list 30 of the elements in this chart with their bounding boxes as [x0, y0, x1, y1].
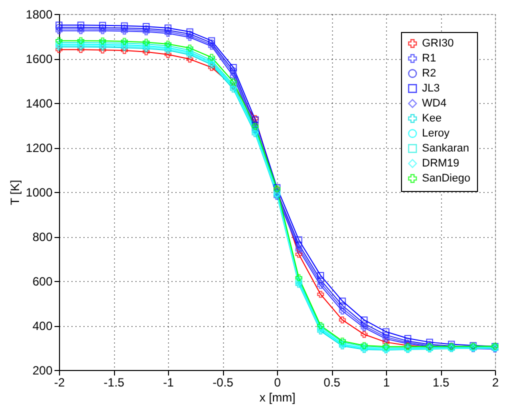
y-tick-label: 800: [32, 230, 53, 244]
y-tick-label: 1600: [26, 52, 53, 66]
legend-label: Kee: [422, 112, 442, 124]
y-tick-label: 1000: [26, 186, 53, 200]
legend-label: Leroy: [422, 128, 450, 140]
x-tick-label: 1.5: [432, 376, 450, 390]
y-tick-label: 600: [32, 274, 53, 288]
legend-label: Sankaran: [422, 142, 470, 154]
legend-label: R1: [422, 52, 436, 64]
x-tick-label: 2: [492, 376, 500, 390]
legend-label: R2: [422, 68, 436, 80]
x-tick-label: 0: [274, 376, 282, 390]
y-axis-title: T [K]: [8, 180, 22, 206]
x-tick-label: 1: [383, 376, 390, 390]
legend-label: SanDiego: [422, 172, 470, 184]
y-tick-label: 1400: [26, 96, 53, 110]
legend-label: JL3: [422, 82, 440, 94]
x-tick-label: -1.5: [104, 376, 125, 390]
legend-label: DRM19: [422, 158, 460, 170]
legend-label: GRI30: [422, 38, 454, 50]
x-axis-title: x [mm]: [260, 390, 296, 404]
x-tick-label: -1: [163, 376, 174, 390]
y-tick-label: 200: [32, 364, 53, 378]
x-tick-label: 0.5: [324, 376, 341, 390]
x-tick-label: -2: [54, 376, 66, 390]
legend-label: WD4: [422, 98, 446, 110]
y-tick-label: 1200: [26, 141, 53, 155]
y-tick-label: 400: [32, 319, 53, 333]
x-tick-label: -0.5: [212, 376, 234, 390]
y-tick-label: 1800: [26, 8, 53, 22]
